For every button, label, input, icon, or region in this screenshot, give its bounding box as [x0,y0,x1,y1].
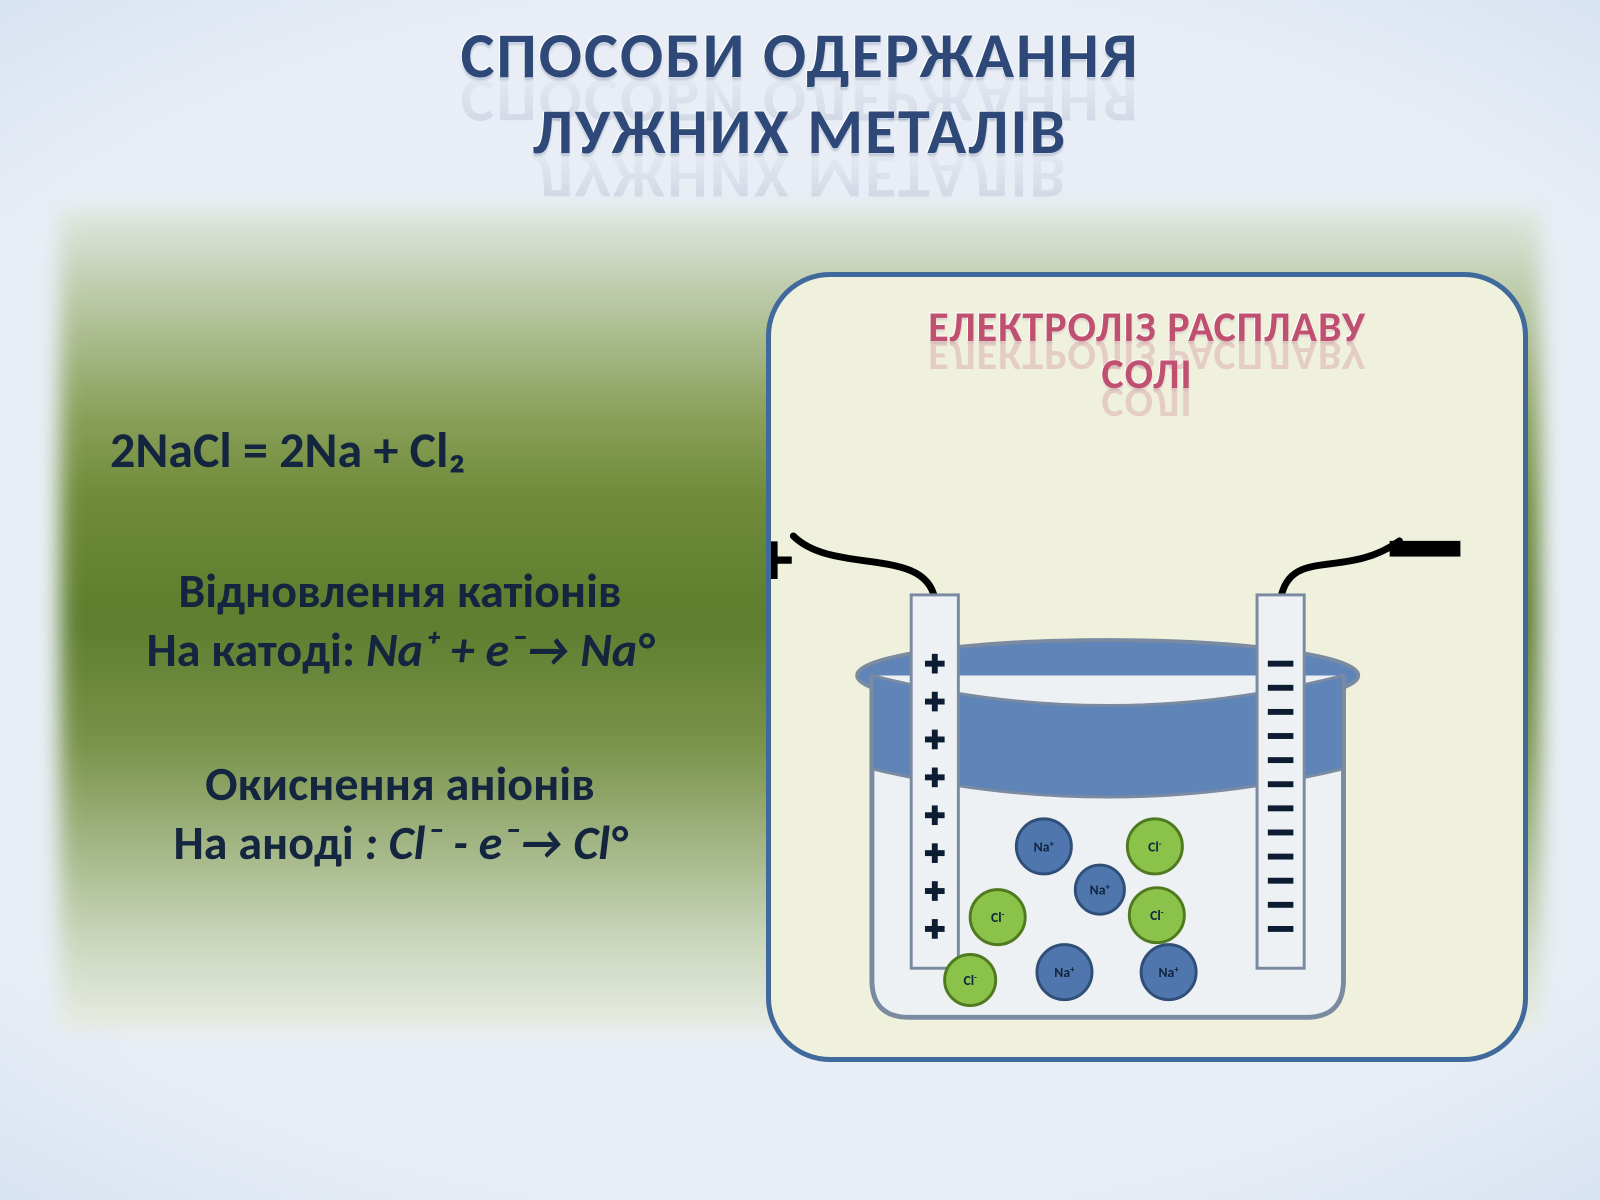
plus-icon: + [771,511,793,607]
diagram-panel: ЕЛЕКТРОЛІЗ РАСПЛАВУ ЕЛЕКТРОЛІЗ РАСПЛАВУ … [766,272,1528,1062]
chloride-ion: Cl- [970,890,1025,945]
cathode-heading: Відновлення катіонів [40,561,760,620]
panel-title: ЕЛЕКТРОЛІЗ РАСПЛАВУ ЕЛЕКТРОЛІЗ РАСПЛАВУ … [771,305,1523,424]
chloride-ion: Cl- [1127,819,1182,874]
diagram-svg: +Na+Cl-Na+Cl-Cl-Na+Na+Cl- [771,477,1523,1037]
panel-title-line-1-reflection: ЕЛЕКТРОЛІЗ РАСПЛАВУ [771,332,1523,377]
anode-block: Окиснення аніонів На аноді : Cl⁻ - е⁻→ C… [40,754,760,872]
title-line-1-reflection: СПОСОБИ ОДЕРЖАННЯ [0,65,1600,134]
chloride-ion: Cl- [945,954,996,1005]
anode-reaction: На аноді : Cl⁻ - е⁻→ Cl° [40,813,760,872]
anode-heading: Окиснення аніонів [40,754,760,813]
electrolysis-diagram: +Na+Cl-Na+Cl-Cl-Na+Na+Cl- [771,477,1523,1037]
panel-title-line-2-reflection: СОЛІ [771,379,1523,424]
slide: СПОСОБИ ОДЕРЖАННЯ СПОСОБИ ОДЕРЖАННЯ ЛУЖН… [0,0,1600,1200]
sodium-ion: Na+ [1016,819,1071,874]
minus-icon [1390,541,1461,557]
sodium-ion: Na+ [1075,865,1124,914]
title-line-2-reflection: ЛУЖНИХ МЕТАЛІВ [0,141,1600,210]
main-equation: 2NaCl = 2Na + Cl₂ [40,420,760,481]
cathode-reaction: На катоді: Nа⁺ + е⁻→ Nа° [40,620,760,679]
left-column: 2NaCl = 2Na + Cl₂ Відновлення катіонів Н… [40,420,760,947]
chloride-ion: Cl- [1129,888,1184,943]
sodium-ion: Na+ [1037,945,1092,1000]
sodium-ion: Na+ [1141,945,1196,1000]
slide-title: СПОСОБИ ОДЕРЖАННЯ СПОСОБИ ОДЕРЖАННЯ ЛУЖН… [0,22,1600,210]
cathode-block: Відновлення катіонів На катоді: Nа⁺ + е⁻… [40,561,760,679]
